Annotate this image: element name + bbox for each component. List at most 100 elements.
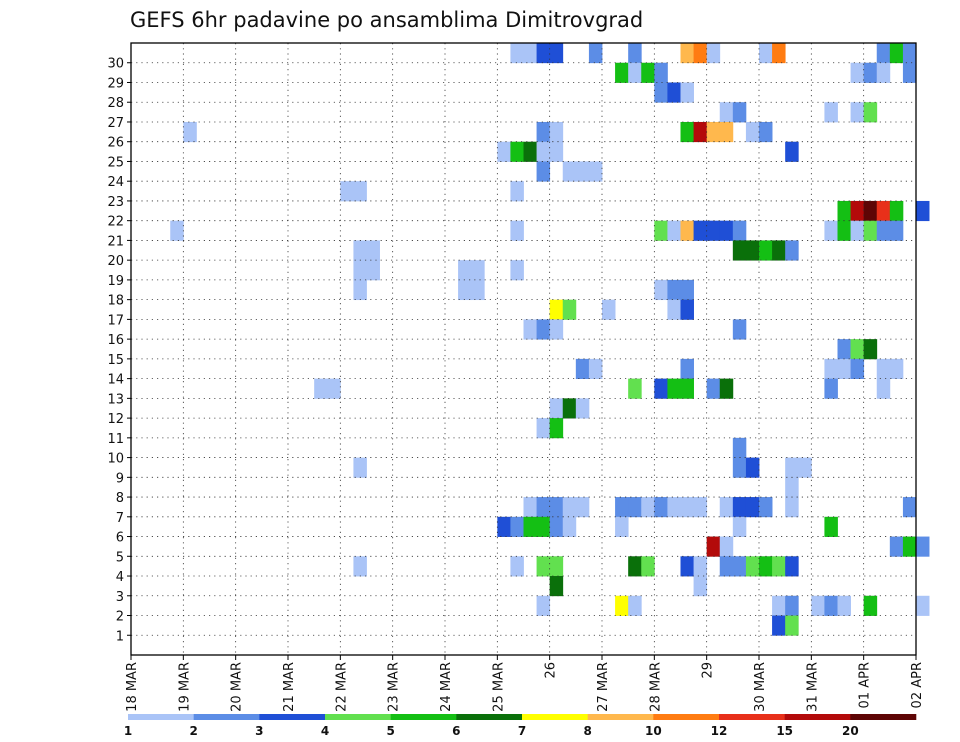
heatmap-cell: [680, 279, 694, 301]
heatmap-cell: [536, 556, 551, 577]
heatmap-cell: [615, 595, 629, 616]
heatmap-cell: [680, 299, 694, 320]
heatmap-cell: [602, 299, 616, 320]
heatmap-cell: [615, 62, 629, 83]
legend-label: 4: [321, 724, 329, 738]
x-tick-label: 26: [544, 662, 559, 679]
heatmap-cell: [575, 497, 590, 518]
heatmap-cell: [510, 260, 524, 281]
heatmap-cell: [732, 437, 747, 458]
heatmap-cell: [785, 477, 799, 498]
heatmap-cell: [902, 43, 917, 64]
heatmap-cell: [575, 358, 590, 380]
heatmap-cell: [759, 43, 773, 64]
legend-label: 10: [645, 724, 662, 738]
heatmap-cell: [889, 358, 904, 380]
heatmap-cell: [889, 220, 904, 241]
y-tick-label: 1: [116, 629, 124, 644]
heatmap-cell: [680, 378, 694, 399]
heatmap-cell: [785, 615, 799, 636]
legend-swatch: [850, 714, 917, 720]
heatmap-cell: [523, 516, 537, 537]
heatmap-cell: [471, 260, 485, 281]
heatmap-cell: [693, 121, 708, 143]
heatmap-cell: [889, 536, 904, 557]
heatmap-cell: [732, 220, 747, 241]
heatmap-cell: [719, 378, 734, 399]
heatmap-cell: [353, 457, 367, 478]
heatmap-cell: [719, 497, 734, 518]
heatmap-cell: [772, 43, 786, 64]
heatmap-cell: [680, 556, 694, 577]
heatmap-cells: [170, 43, 930, 636]
heatmap-cell: [706, 220, 721, 241]
y-tick-label: 3: [116, 590, 124, 605]
x-tick-label: 18 MAR: [125, 662, 140, 712]
heatmap-cell: [876, 358, 891, 380]
heatmap-cell: [706, 536, 721, 557]
heatmap-cell: [497, 141, 511, 162]
heatmap-cell: [680, 121, 694, 143]
heatmap-cell: [719, 220, 734, 241]
heatmap-cell: [876, 43, 891, 64]
heatmap-cell: [510, 220, 524, 241]
heatmap-cell: [837, 358, 851, 380]
heatmap-cell: [510, 556, 524, 577]
x-tick-label: 25 MAR: [491, 662, 506, 712]
chart-title: GEFS 6hr padavine po ansamblima Dimitrov…: [130, 8, 643, 32]
heatmap-cell: [863, 220, 878, 241]
heatmap-cell: [536, 497, 551, 518]
heatmap-cell: [497, 516, 511, 537]
x-tick-label: 19 MAR: [177, 662, 192, 712]
heatmap-cell: [549, 556, 564, 577]
y-tick-label: 11: [107, 432, 124, 447]
heatmap-cell: [732, 240, 747, 261]
heatmap-cell: [693, 220, 708, 241]
heatmap-cell: [549, 141, 564, 162]
x-tick-label: 01 APR: [858, 662, 873, 708]
heatmap-cell: [458, 260, 472, 281]
heatmap-cell: [667, 299, 681, 320]
heatmap-cell: [353, 556, 367, 577]
y-tick-label: 13: [107, 392, 124, 407]
legend-swatch: [259, 714, 326, 720]
heatmap-cell: [536, 141, 551, 162]
heatmap-cell: [824, 358, 838, 380]
legend-swatch: [522, 714, 588, 720]
heatmap-cell: [549, 319, 564, 340]
legend-swatch: [653, 714, 720, 720]
heatmap-cell: [680, 497, 694, 518]
heatmap-cell: [549, 516, 564, 537]
legend-swatch: [456, 714, 523, 720]
heatmap-cell: [628, 556, 642, 577]
heatmap-cell: [667, 82, 681, 103]
y-tick-label: 6: [116, 531, 124, 546]
heatmap-cell: [824, 220, 838, 241]
heatmap-cell: [340, 181, 354, 202]
legend-swatch: [719, 714, 785, 720]
y-tick-label: 16: [107, 333, 124, 348]
heatmap-cell: [824, 595, 838, 616]
heatmap-cell: [863, 200, 878, 222]
y-tick-label: 21: [107, 234, 124, 249]
heatmap-cell: [785, 595, 799, 616]
heatmap-cell: [876, 62, 891, 83]
heatmap-cell: [824, 516, 838, 537]
heatmap-cell: [353, 260, 367, 281]
heatmap-cell: [680, 43, 694, 64]
legend-swatch: [390, 714, 457, 720]
heatmap-cell: [575, 161, 590, 182]
heatmap-cell: [850, 200, 865, 222]
heatmap-cell: [588, 43, 603, 64]
y-tick-label: 25: [107, 155, 124, 170]
y-tick-label: 9: [116, 471, 124, 486]
y-tick-label: 22: [107, 215, 124, 230]
heatmap-cell: [693, 556, 708, 577]
heatmap-cell: [863, 339, 878, 360]
heatmap-cell: [536, 121, 551, 143]
heatmap-cell: [745, 457, 760, 478]
heatmap-cell: [837, 220, 851, 241]
x-axis: 18 MAR 19 MAR 20 MAR 21 MAR 22 MAR 23 MAR 24 M…: [125, 655, 925, 712]
heatmap-cell: [889, 200, 904, 222]
heatmap-cell: [471, 279, 485, 301]
